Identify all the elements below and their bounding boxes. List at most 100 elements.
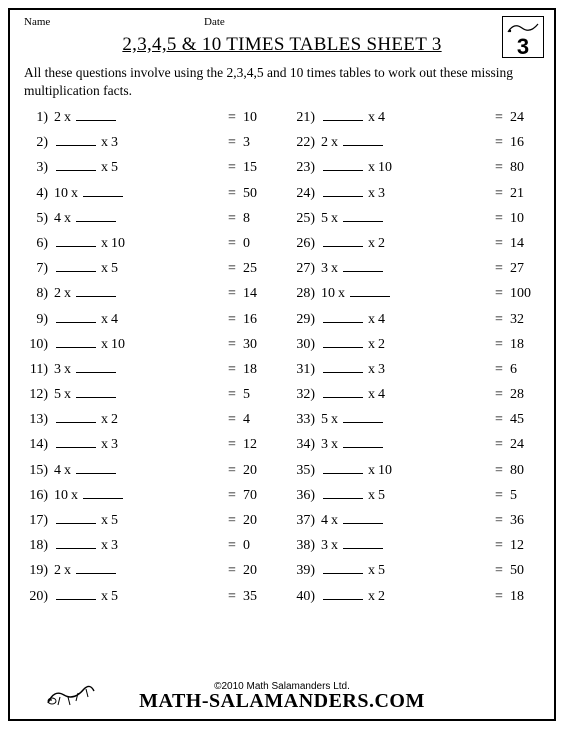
right-operand: 5	[111, 261, 118, 277]
question-number: 22)	[291, 135, 321, 151]
question-number: 40)	[291, 589, 321, 605]
question-expression: x10	[321, 159, 392, 177]
equals-sign: =	[488, 312, 510, 328]
equals-sign: =	[488, 563, 510, 579]
equals-sign: =	[488, 135, 510, 151]
blank-field[interactable]	[343, 134, 383, 147]
blank-field[interactable]	[343, 260, 383, 273]
blank-field[interactable]	[323, 310, 363, 323]
blank-field[interactable]	[323, 360, 363, 373]
multiply-sign: x	[335, 286, 348, 302]
answer-value: 3	[243, 135, 273, 151]
blank-field[interactable]	[323, 108, 363, 121]
equals-sign: =	[488, 160, 510, 176]
blank-field[interactable]	[56, 234, 96, 247]
right-operand: 3	[111, 538, 118, 554]
right-operand: 4	[378, 387, 385, 403]
question-row: 13)x2=4	[24, 411, 273, 436]
question-number: 18)	[24, 538, 54, 554]
blank-field[interactable]	[56, 310, 96, 323]
right-operand: 5	[111, 589, 118, 605]
blank-field[interactable]	[323, 335, 363, 348]
answer-value: 100	[510, 286, 540, 302]
blank-field[interactable]	[323, 562, 363, 575]
question-number: 20)	[24, 589, 54, 605]
question-row: 2)x3=3	[24, 134, 273, 159]
right-operand: 10	[378, 160, 392, 176]
blank-field[interactable]	[343, 411, 383, 424]
right-operand: 5	[111, 513, 118, 529]
blank-field[interactable]	[76, 108, 116, 121]
question-row: 28)10x=100	[291, 285, 540, 310]
equals-sign: =	[488, 261, 510, 277]
equals-sign: =	[221, 538, 243, 554]
blank-field[interactable]	[323, 486, 363, 499]
blank-field[interactable]	[343, 511, 383, 524]
blank-field[interactable]	[76, 461, 116, 474]
question-expression: 10x	[54, 184, 125, 202]
blank-field[interactable]	[56, 335, 96, 348]
multiply-sign: x	[365, 589, 378, 605]
blank-field[interactable]	[56, 134, 96, 147]
equals-sign: =	[221, 236, 243, 252]
question-row: 36)x5=5	[291, 486, 540, 511]
blank-field[interactable]	[323, 386, 363, 399]
multiply-sign: x	[365, 362, 378, 378]
blank-field[interactable]	[343, 209, 383, 222]
blank-field[interactable]	[56, 511, 96, 524]
left-operand: 2	[54, 286, 61, 302]
blank-field[interactable]	[323, 184, 363, 197]
blank-field[interactable]	[56, 159, 96, 172]
left-operand: 3	[321, 538, 328, 554]
blank-field[interactable]	[76, 386, 116, 399]
blank-field[interactable]	[350, 285, 390, 298]
answer-value: 0	[243, 538, 273, 554]
blank-field[interactable]	[76, 285, 116, 298]
multiply-sign: x	[98, 337, 111, 353]
answer-value: 21	[510, 186, 540, 202]
blank-field[interactable]	[343, 436, 383, 449]
equals-sign: =	[488, 387, 510, 403]
blank-field[interactable]	[83, 486, 123, 499]
equals-sign: =	[488, 412, 510, 428]
right-operand: 5	[378, 563, 385, 579]
blank-field[interactable]	[56, 537, 96, 550]
blank-field[interactable]	[56, 411, 96, 424]
blank-field[interactable]	[83, 184, 123, 197]
blank-field[interactable]	[323, 159, 363, 172]
blank-field[interactable]	[323, 461, 363, 474]
blank-field[interactable]	[56, 436, 96, 449]
question-row: 9)x4=16	[24, 310, 273, 335]
equals-sign: =	[221, 412, 243, 428]
question-row: 31)x3=6	[291, 360, 540, 385]
equals-sign: =	[221, 387, 243, 403]
question-number: 34)	[291, 437, 321, 453]
multiply-sign: x	[68, 488, 81, 504]
blank-field[interactable]	[323, 234, 363, 247]
blank-field[interactable]	[323, 587, 363, 600]
multiply-sign: x	[328, 135, 341, 151]
question-number: 19)	[24, 563, 54, 579]
question-row: 11)3x=18	[24, 360, 273, 385]
question-expression: 3x	[321, 537, 385, 555]
question-row: 10)x10=30	[24, 335, 273, 360]
right-operand: 5	[378, 488, 385, 504]
answer-value: 30	[243, 337, 273, 353]
question-expression: x3	[54, 537, 118, 555]
equals-sign: =	[221, 589, 243, 605]
question-expression: x5	[54, 159, 118, 177]
question-expression: x2	[321, 587, 385, 605]
blank-field[interactable]	[76, 360, 116, 373]
right-operand: 4	[111, 312, 118, 328]
equals-sign: =	[488, 437, 510, 453]
blank-field[interactable]	[56, 587, 96, 600]
blank-field[interactable]	[76, 562, 116, 575]
blank-field[interactable]	[343, 537, 383, 550]
question-number: 31)	[291, 362, 321, 378]
blank-field[interactable]	[56, 260, 96, 273]
blank-field[interactable]	[76, 209, 116, 222]
question-number: 29)	[291, 312, 321, 328]
question-number: 5)	[24, 211, 54, 227]
question-expression: x3	[54, 436, 118, 454]
question-row: 17)x5=20	[24, 511, 273, 536]
